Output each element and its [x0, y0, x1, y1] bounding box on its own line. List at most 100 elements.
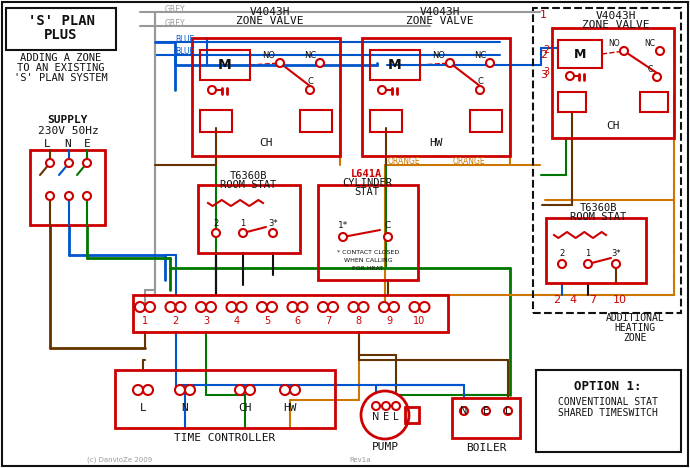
Bar: [452, 398, 520, 438]
Text: V4043H: V4043H: [420, 7, 460, 17]
Circle shape: [392, 402, 400, 410]
Circle shape: [257, 302, 267, 312]
Circle shape: [276, 59, 284, 67]
Text: T6360B: T6360B: [579, 203, 617, 213]
Text: N: N: [373, 412, 380, 422]
Text: * CONTACT CLOSED: * CONTACT CLOSED: [337, 250, 399, 256]
Bar: [115, 370, 335, 428]
Text: 7: 7: [325, 316, 331, 326]
Circle shape: [656, 47, 664, 55]
Text: 10: 10: [613, 295, 627, 305]
Text: L641A: L641A: [351, 169, 383, 179]
Text: 1: 1: [540, 10, 547, 20]
Text: M: M: [218, 58, 232, 72]
Circle shape: [612, 260, 620, 268]
Bar: [536, 370, 681, 452]
Bar: [558, 92, 586, 112]
Text: 3*: 3*: [611, 249, 621, 258]
Text: ZONE VALVE: ZONE VALVE: [236, 16, 304, 26]
Circle shape: [620, 47, 628, 55]
Circle shape: [239, 229, 247, 237]
Circle shape: [460, 407, 468, 415]
Circle shape: [212, 229, 220, 237]
Text: NO: NO: [608, 39, 620, 49]
Text: 'S' PLAN SYSTEM: 'S' PLAN SYSTEM: [14, 73, 108, 83]
Bar: [200, 50, 250, 80]
Bar: [362, 38, 510, 156]
Text: ORANGE: ORANGE: [388, 158, 421, 167]
Text: OPTION 1:: OPTION 1:: [574, 380, 642, 393]
Text: NC: NC: [644, 39, 656, 49]
Circle shape: [409, 302, 420, 312]
Text: V4043H: V4043H: [595, 11, 636, 21]
Circle shape: [316, 59, 324, 67]
Bar: [558, 40, 602, 68]
Text: HW: HW: [284, 403, 297, 413]
Text: HW: HW: [429, 138, 443, 148]
Text: 2: 2: [553, 295, 560, 305]
Text: 2: 2: [540, 50, 547, 60]
Circle shape: [361, 391, 409, 439]
Text: 1: 1: [585, 249, 591, 258]
Circle shape: [65, 159, 73, 167]
Text: L: L: [505, 406, 511, 416]
Circle shape: [384, 233, 392, 241]
Circle shape: [175, 385, 185, 395]
Bar: [640, 92, 668, 112]
Bar: [6, 8, 116, 50]
Circle shape: [306, 86, 314, 94]
Text: CH: CH: [259, 138, 273, 148]
Text: L: L: [393, 412, 399, 422]
Circle shape: [297, 302, 308, 312]
Circle shape: [504, 407, 512, 415]
Text: STAT: STAT: [355, 187, 380, 197]
Circle shape: [558, 260, 566, 268]
Text: 1: 1: [240, 219, 246, 227]
Circle shape: [145, 302, 155, 312]
Text: E: E: [83, 139, 90, 149]
Text: 2: 2: [213, 219, 219, 227]
Text: GREY: GREY: [165, 5, 186, 14]
Text: N: N: [65, 139, 71, 149]
Circle shape: [133, 385, 143, 395]
Circle shape: [372, 402, 380, 410]
Circle shape: [235, 385, 245, 395]
Bar: [30, 150, 105, 225]
Circle shape: [379, 302, 389, 312]
Text: 3*: 3*: [268, 219, 278, 227]
Circle shape: [143, 385, 153, 395]
Text: C: C: [385, 220, 391, 229]
Text: ROOM STAT: ROOM STAT: [570, 212, 626, 222]
Circle shape: [206, 302, 216, 312]
Text: ZONE VALVE: ZONE VALVE: [582, 20, 650, 30]
Circle shape: [226, 302, 237, 312]
Text: FOR HEAT: FOR HEAT: [353, 266, 384, 271]
Text: SUPPLY: SUPPLY: [48, 115, 88, 125]
Text: (c) DanvioZe 2009: (c) DanvioZe 2009: [88, 457, 152, 463]
Circle shape: [339, 233, 347, 241]
Circle shape: [446, 59, 454, 67]
Circle shape: [328, 302, 338, 312]
Text: ZONE VALVE: ZONE VALVE: [406, 16, 474, 26]
Text: WHEN CALLING: WHEN CALLING: [344, 258, 393, 263]
Text: M: M: [388, 58, 402, 72]
Circle shape: [46, 192, 54, 200]
Circle shape: [166, 302, 175, 312]
Circle shape: [476, 86, 484, 94]
Text: CYLINDER: CYLINDER: [342, 178, 392, 188]
Text: HEATING: HEATING: [614, 323, 656, 333]
Text: C: C: [477, 76, 483, 86]
Circle shape: [135, 302, 145, 312]
Circle shape: [269, 229, 277, 237]
Text: 4: 4: [233, 316, 239, 326]
Text: 4: 4: [569, 295, 577, 305]
Text: GREY: GREY: [165, 19, 186, 28]
Circle shape: [318, 302, 328, 312]
Text: PUMP: PUMP: [371, 442, 399, 452]
Text: BLUE: BLUE: [175, 35, 195, 44]
Circle shape: [566, 72, 574, 80]
Text: CH: CH: [607, 121, 620, 131]
Text: SHARED TIMESWITCH: SHARED TIMESWITCH: [558, 408, 658, 418]
Circle shape: [288, 302, 297, 312]
Text: Rev1a: Rev1a: [349, 457, 371, 463]
